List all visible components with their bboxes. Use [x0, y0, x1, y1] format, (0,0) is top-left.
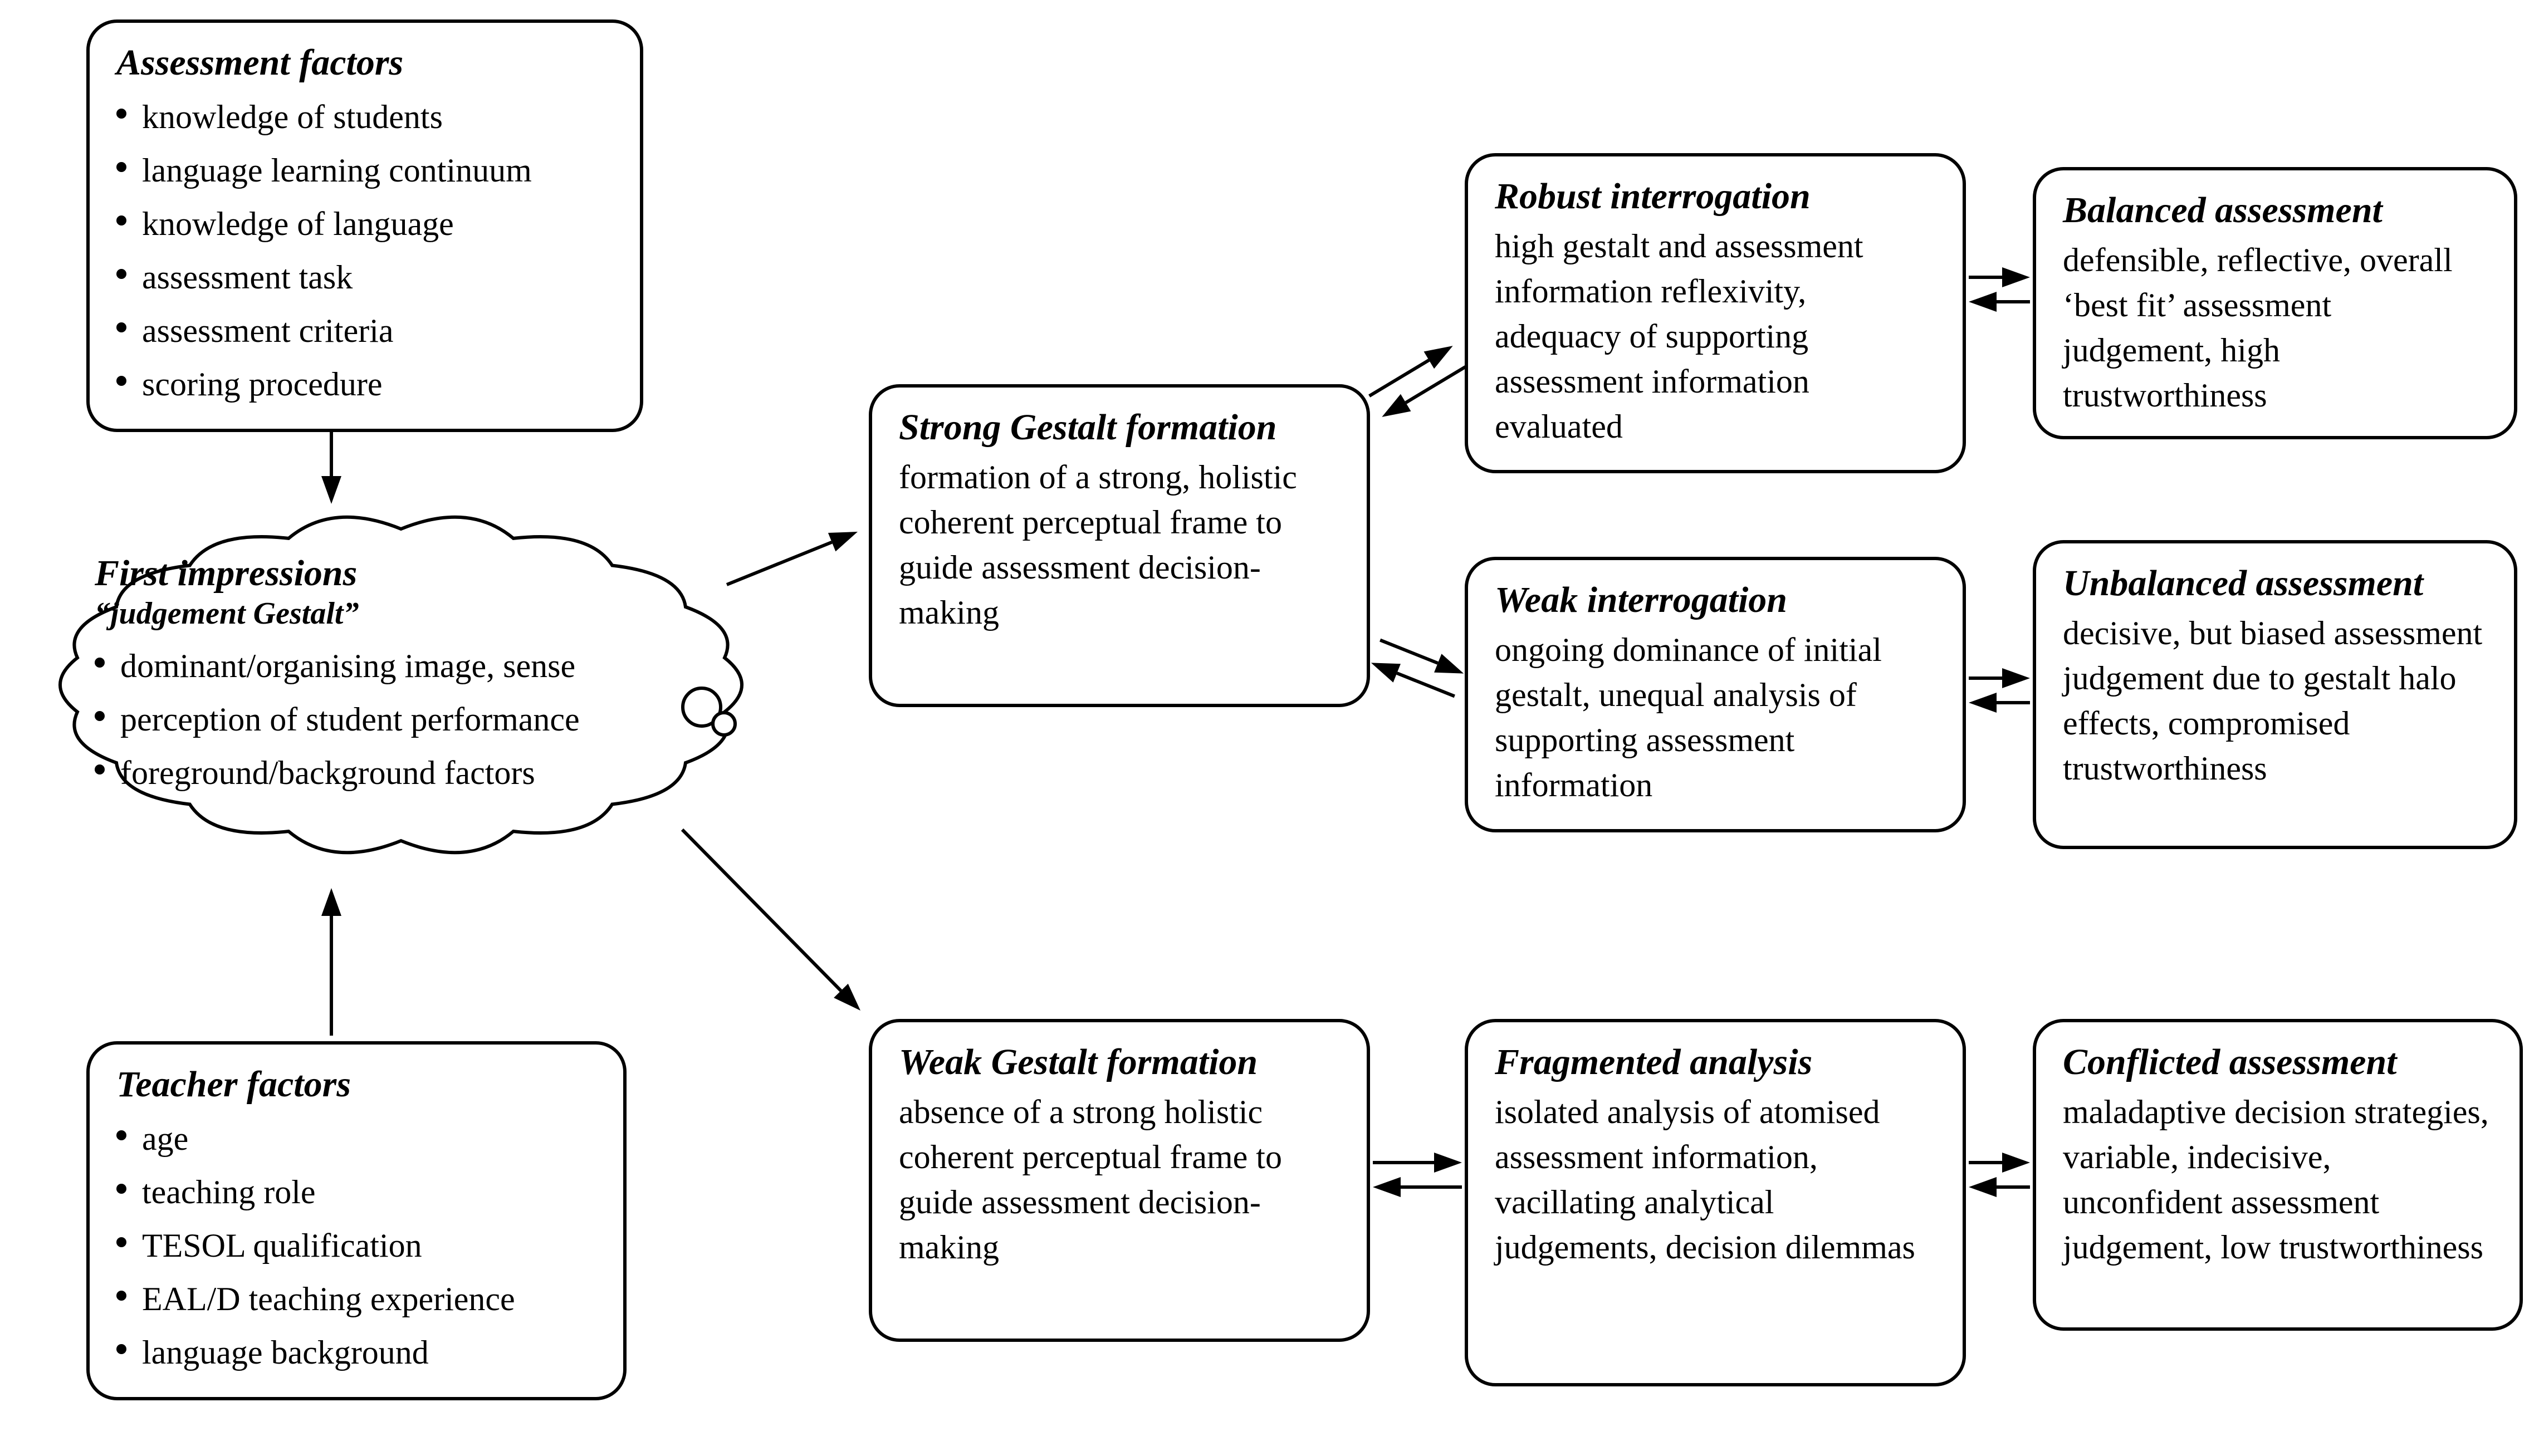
bullet-item: dominant/organising image, sense: [95, 639, 713, 693]
node-conflicted-assessment: Conflicted assessment maladaptive decisi…: [2033, 1019, 2523, 1331]
bullet-item: knowledge of students: [116, 90, 613, 144]
node-title: Robust interrogation: [1495, 174, 1936, 218]
node-first-impressions: First impressions “judgement Gestalt” do…: [56, 512, 746, 857]
cloud-content: First impressions “judgement Gestalt” do…: [95, 551, 713, 800]
bullet-item: language background: [116, 1326, 596, 1379]
bullet-item: TESOL qualification: [116, 1219, 596, 1272]
node-body: high gestalt and assessment information …: [1495, 224, 1936, 449]
node-weak-interrogation: Weak interrogation ongoing dominance of …: [1465, 557, 1966, 832]
node-title: Conflicted assessment: [2063, 1040, 2493, 1084]
node-title: Balanced assessment: [2063, 188, 2487, 232]
bullet-item: age: [116, 1112, 596, 1165]
node-strong-gestalt: Strong Gestalt formation formation of a …: [869, 384, 1370, 707]
node-title: Unbalanced assessment: [2063, 561, 2487, 605]
node-fragmented-analysis: Fragmented analysis isolated analysis of…: [1465, 1019, 1966, 1386]
node-body: absence of a strong holistic coherent pe…: [899, 1090, 1340, 1270]
node-title: Strong Gestalt formation: [899, 405, 1340, 449]
node-body: ongoing dominance of initial gestalt, un…: [1495, 627, 1936, 808]
bullet-item: assessment criteria: [116, 304, 613, 357]
node-assessment-factors: Assessment factors knowledge of students…: [86, 19, 643, 432]
bullet-item: EAL/D teaching experience: [116, 1272, 596, 1326]
bullet-item: perception of student performance: [95, 693, 713, 746]
bullet-item: language learning continuum: [116, 144, 613, 197]
node-balanced-assessment: Balanced assessment defensible, reflecti…: [2033, 167, 2517, 439]
node-title: Fragmented analysis: [1495, 1040, 1936, 1084]
node-teacher-factors: Teacher factors age teaching role TESOL …: [86, 1041, 627, 1400]
node-title: Weak interrogation: [1495, 578, 1936, 622]
node-body: defensible, reflective, overall ‘best fi…: [2063, 238, 2487, 418]
bullet-list: dominant/organising image, sense percept…: [95, 639, 713, 800]
bullet-item: assessment task: [116, 251, 613, 304]
node-title: First impressions: [95, 551, 713, 595]
node-body: formation of a strong, holistic coherent…: [899, 455, 1340, 635]
diagram-canvas: Assessment factors knowledge of students…: [0, 0, 2534, 1456]
bullet-item: scoring procedure: [116, 357, 613, 411]
node-title: Weak Gestalt formation: [899, 1040, 1340, 1084]
bullet-item: knowledge of language: [116, 197, 613, 251]
bullet-item: foreground/background factors: [95, 746, 713, 800]
node-body: isolated analysis of atomised assessment…: [1495, 1090, 1936, 1270]
node-robust-interrogation: Robust interrogation high gestalt and as…: [1465, 153, 1966, 473]
node-body: maladaptive decision strategies, variabl…: [2063, 1090, 2493, 1270]
node-body: decisive, but biased assessment judgemen…: [2063, 611, 2487, 791]
node-unbalanced-assessment: Unbalanced assessment decisive, but bias…: [2033, 540, 2517, 849]
bullet-list: age teaching role TESOL qualification EA…: [116, 1112, 596, 1379]
bullet-list: knowledge of students language learning …: [116, 90, 613, 411]
node-subtitle: “judgement Gestalt”: [95, 595, 713, 633]
bullet-item: teaching role: [116, 1165, 596, 1219]
node-title: Teacher factors: [116, 1062, 596, 1106]
node-weak-gestalt: Weak Gestalt formation absence of a stro…: [869, 1019, 1370, 1342]
node-title: Assessment factors: [116, 41, 613, 85]
